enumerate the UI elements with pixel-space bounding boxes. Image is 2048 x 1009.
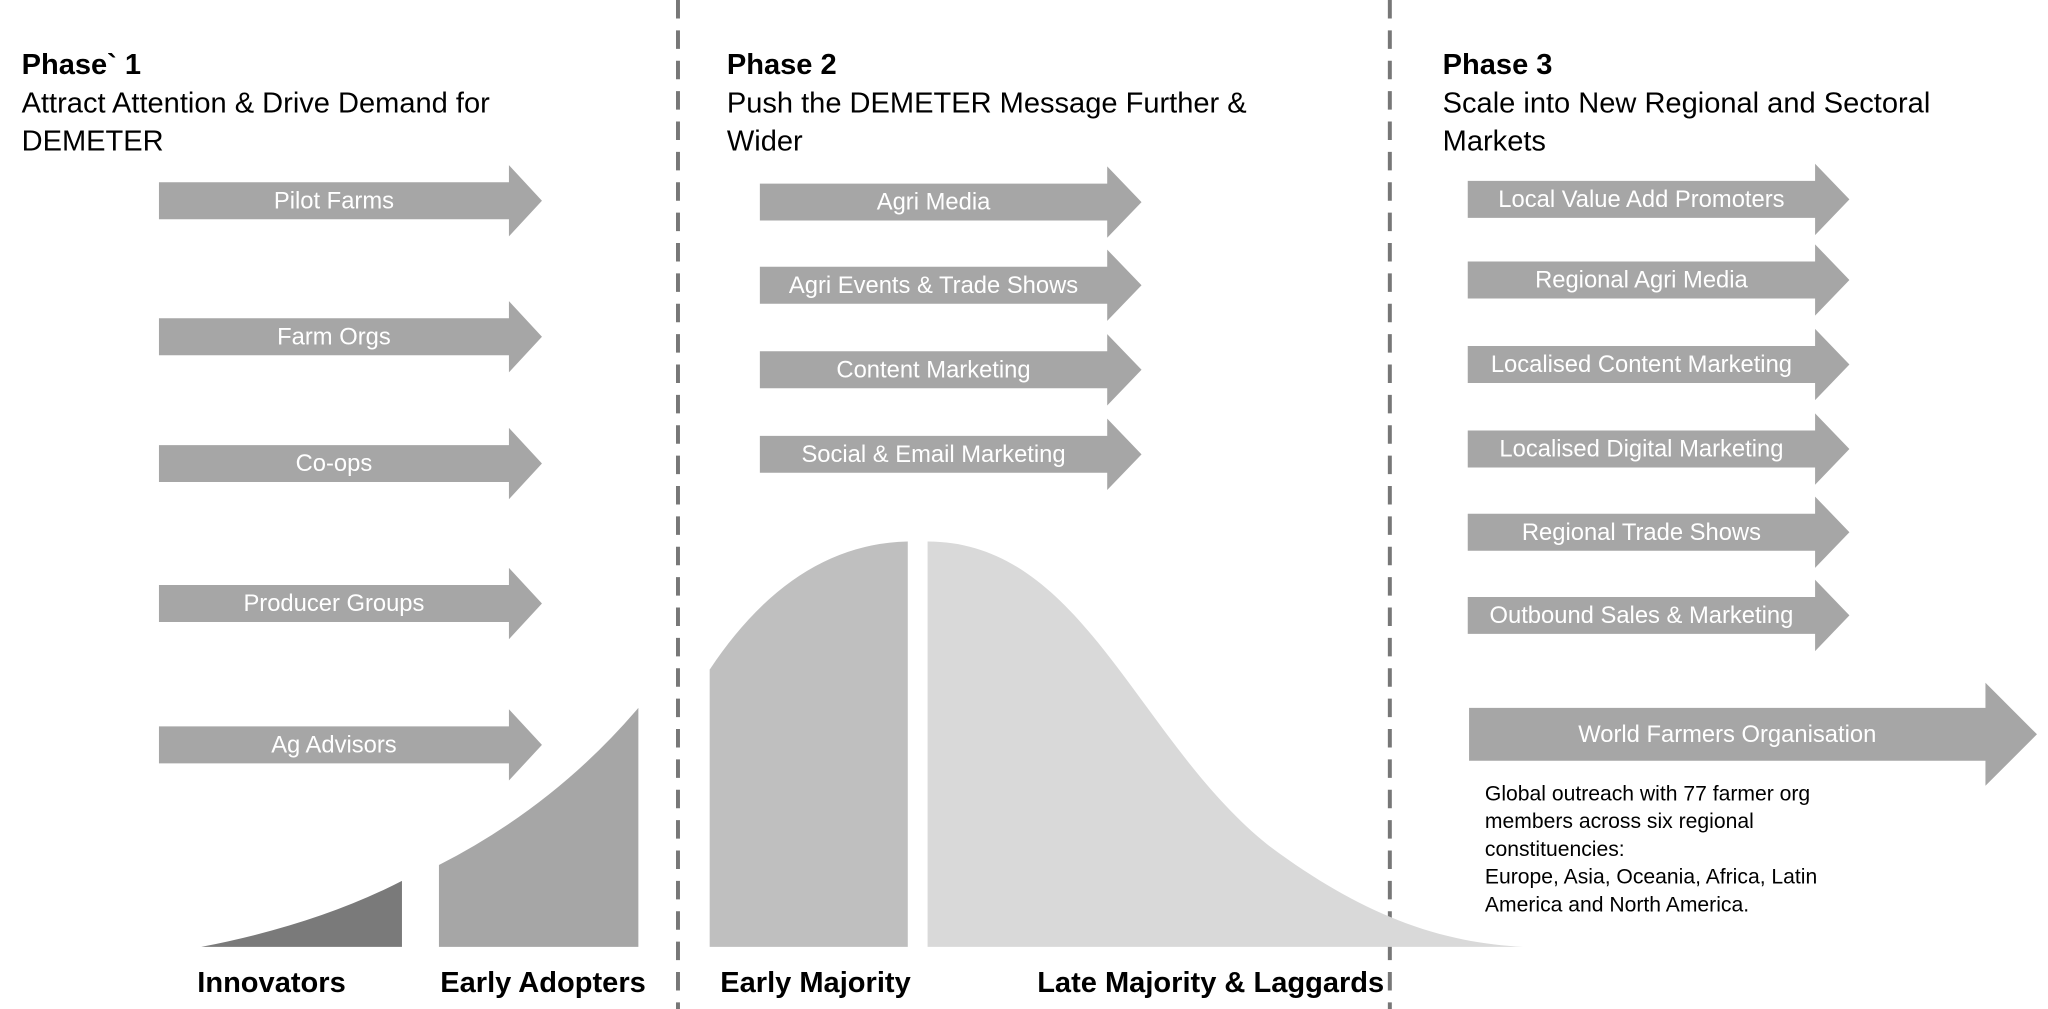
arrow: [1469, 682, 2037, 786]
arrow-label: World Farmers Organisation: [1578, 721, 1876, 748]
arrow: [1467, 496, 1850, 568]
arrow-label: Localised Content Marketing: [1491, 351, 1792, 378]
curve-segment: [927, 541, 1524, 947]
phase-subtitle: Wider: [727, 126, 803, 158]
arrow: [1467, 163, 1850, 236]
note: Global outreach with 77 farmer org: [1485, 782, 1810, 805]
curve-segment: [201, 880, 402, 947]
note: constituencies:: [1485, 838, 1625, 861]
note: America and North America.: [1485, 893, 1749, 916]
phase-title: Phase` 1: [22, 49, 141, 81]
arrow-label: Farm Orgs: [277, 323, 391, 350]
arrow: [759, 418, 1142, 490]
curve-segment: [709, 541, 908, 947]
arrow-label: Co-ops: [296, 450, 373, 477]
phase-title: Phase 2: [727, 49, 837, 81]
arrow: [158, 709, 542, 781]
arrow: [1467, 328, 1850, 401]
arrow-label: Social & Email Marketing: [801, 441, 1065, 468]
arrow: [759, 249, 1142, 321]
phase-subtitle: Attract Attention & Drive Demand for: [22, 87, 491, 119]
arrow: [1467, 579, 1850, 652]
phase-subtitle: DEMETER: [22, 126, 164, 158]
arrow-label: Localised Digital Marketing: [1499, 436, 1783, 463]
arrow-label: Regional Trade Shows: [1522, 519, 1761, 546]
arrow: [158, 427, 542, 500]
arrow-label: Regional Agri Media: [1535, 267, 1748, 294]
arrow-label: Local Value Add Promoters: [1498, 186, 1784, 213]
arrow-label: Producer Groups: [243, 590, 424, 617]
arrow: [759, 166, 1142, 238]
arrow-label: Agri Events & Trade Shows: [789, 272, 1078, 299]
arrow: [158, 301, 542, 373]
arrow-label: Outbound Sales & Marketing: [1489, 602, 1793, 629]
phase-subtitle: Markets: [1443, 126, 1546, 158]
arrow: [1467, 244, 1850, 316]
segment-label: Late Majority & Laggards: [1037, 967, 1384, 999]
arrow: [759, 334, 1142, 406]
segment-label: Innovators: [197, 967, 345, 999]
segment-label: Early Majority: [720, 967, 910, 999]
curve-segment: [438, 707, 639, 947]
note: Europe, Asia, Oceania, Africa, Latin: [1485, 866, 1817, 889]
arrow: [158, 165, 542, 237]
arrow-label: Ag Advisors: [271, 731, 397, 758]
arrow-label: Pilot Farms: [274, 187, 394, 214]
arrow-label: Agri Media: [877, 189, 991, 216]
arrow: [1467, 413, 1850, 485]
phase-subtitle: Scale into New Regional and Sectoral: [1443, 87, 1931, 119]
arrow: [158, 567, 542, 640]
segment-label: Early Adopters: [440, 967, 646, 999]
arrow-label: Content Marketing: [836, 356, 1030, 383]
phase-subtitle: Push the DEMETER Message Further &: [727, 87, 1247, 119]
phase-title: Phase 3: [1443, 49, 1553, 81]
note: members across six regional: [1485, 810, 1754, 833]
